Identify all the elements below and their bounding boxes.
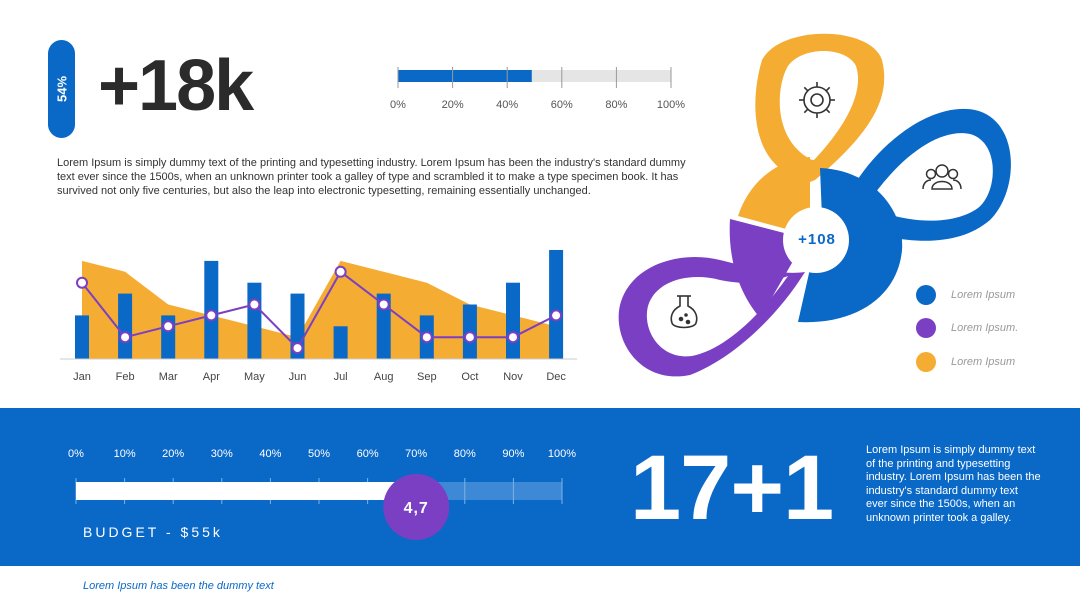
loop-infographic bbox=[618, 33, 1011, 377]
x-tick-label: Nov bbox=[503, 371, 523, 383]
budget-tick-label: 20% bbox=[162, 448, 184, 460]
top-progress-fill bbox=[398, 70, 532, 82]
budget-tick-label: 60% bbox=[357, 448, 379, 460]
budget-tick-label: 90% bbox=[502, 448, 524, 460]
top-progress: 0% 20% 40% 60% 80% 100% bbox=[390, 67, 685, 111]
budget-tick-label: 80% bbox=[454, 448, 476, 460]
x-tick-label: Sep bbox=[417, 371, 437, 383]
footer-note: Lorem Ipsum has been the dummy text bbox=[83, 580, 274, 592]
top-progress-tick-label: 80% bbox=[605, 99, 627, 111]
budget-progress: 0% 10% 20% 30% 40% 50% 60% 70% 80% 90% 100% 4,7 bbox=[68, 448, 576, 540]
bar bbox=[118, 293, 133, 359]
line-point bbox=[119, 331, 132, 344]
x-tick-label: Apr bbox=[203, 371, 220, 383]
center-circle bbox=[783, 207, 849, 273]
budget-marker bbox=[383, 474, 450, 540]
legend-label: Lorem Ipsum bbox=[951, 289, 1016, 301]
x-tick-label: Feb bbox=[116, 371, 135, 383]
line-point bbox=[205, 309, 218, 322]
team-icon bbox=[922, 164, 962, 190]
x-tick-label: May bbox=[244, 371, 265, 383]
bar bbox=[247, 282, 262, 359]
top-progress-tick-label: 100% bbox=[657, 99, 685, 111]
budget-tick-label: 40% bbox=[259, 448, 281, 460]
line-point bbox=[248, 298, 261, 311]
x-tick-label: Oct bbox=[461, 371, 478, 383]
percent-badge-label: 54% bbox=[54, 75, 69, 103]
percent-badge: 54% bbox=[48, 40, 75, 138]
x-tick-label: Mar bbox=[159, 371, 178, 383]
x-tick-label: Dec bbox=[546, 371, 566, 383]
budget-tick-label: 10% bbox=[114, 448, 136, 460]
budget-tick-label: 100% bbox=[548, 448, 576, 460]
center-value: +108 bbox=[798, 231, 836, 248]
bar bbox=[506, 282, 520, 359]
big-number: 17+1 bbox=[630, 437, 834, 539]
line-point bbox=[334, 265, 347, 278]
legend-label: Lorem Ipsum bbox=[951, 356, 1016, 368]
line-point bbox=[76, 276, 88, 289]
line-point bbox=[291, 342, 304, 355]
x-tick-label: Jun bbox=[289, 371, 307, 383]
line-point bbox=[377, 298, 390, 311]
flask-icon bbox=[670, 295, 698, 329]
line-series bbox=[81, 270, 557, 350]
bar bbox=[549, 250, 564, 359]
intro-paragraph: Lorem Ipsum is simply dummy text of the … bbox=[57, 157, 686, 197]
top-progress-tick-label: 20% bbox=[442, 99, 464, 111]
line-point bbox=[162, 320, 175, 333]
legend-dots bbox=[916, 285, 936, 372]
top-progress-tick-label: 0% bbox=[390, 99, 406, 111]
budget-label: BUDGET - $55k bbox=[83, 524, 223, 540]
budget-tick-label: 70% bbox=[405, 448, 427, 460]
purple-segment bbox=[729, 219, 796, 318]
blue-segment bbox=[798, 168, 903, 323]
top-progress-tick-label: 60% bbox=[551, 99, 573, 111]
budget-tick-label: 50% bbox=[308, 448, 330, 460]
line-point bbox=[550, 309, 563, 322]
line-point bbox=[420, 331, 433, 344]
line-point bbox=[463, 331, 476, 344]
budget-marker-label: 4,7 bbox=[404, 500, 429, 517]
band-paragraph: Lorem Ipsum is simply dummy text of the … bbox=[866, 444, 1041, 524]
budget-tick-label: 0% bbox=[68, 448, 84, 460]
gear-icon bbox=[799, 82, 835, 118]
monthly-chart: Jan Feb Mar Apr May Jun Jul Aug Sep Oct Nov Dec bbox=[60, 250, 577, 383]
budget-fill bbox=[76, 482, 417, 500]
top-progress-tick-label: 40% bbox=[496, 99, 518, 111]
x-tick-label: Aug bbox=[374, 371, 394, 383]
legend-dot-orange bbox=[916, 352, 936, 372]
orange-segment bbox=[738, 157, 810, 230]
legend-dot-blue bbox=[916, 285, 936, 305]
budget-tick-label: 30% bbox=[211, 448, 233, 460]
big-stat: +18k bbox=[98, 46, 254, 126]
bar bbox=[333, 326, 348, 359]
legend-dot-purple bbox=[916, 318, 936, 338]
bar bbox=[75, 315, 89, 359]
legend-label: Lorem Ipsum. bbox=[951, 322, 1019, 334]
x-tick-label: Jan bbox=[73, 371, 91, 383]
line-point bbox=[507, 331, 519, 344]
x-tick-label: Jul bbox=[334, 371, 348, 383]
bar bbox=[376, 293, 391, 359]
